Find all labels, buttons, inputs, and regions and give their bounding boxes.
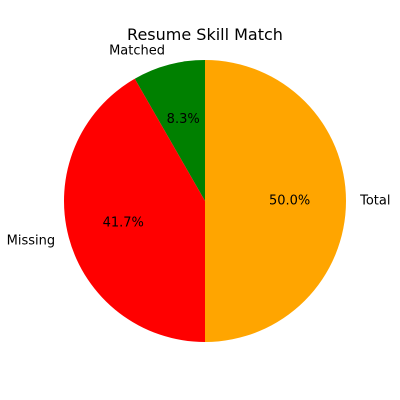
slice-percent-matched: 8.3% [167,112,200,127]
pie-slices [63,60,346,343]
slice-percent-total: 50.0% [269,194,310,209]
slice-label-missing: Missing [7,233,55,248]
pie-labels: Matched 8.3% Missing 41.7% Total 50.0% [7,44,391,249]
slice-label-matched: Matched [109,44,165,59]
slice-label-total: Total [359,194,390,209]
pie-slice-total [205,60,346,342]
slice-percent-missing: 41.7% [103,215,144,230]
pie-slice-matched [134,60,205,201]
pie-slice-missing [63,78,205,343]
chart-title: Resume Skill Match [127,25,283,44]
